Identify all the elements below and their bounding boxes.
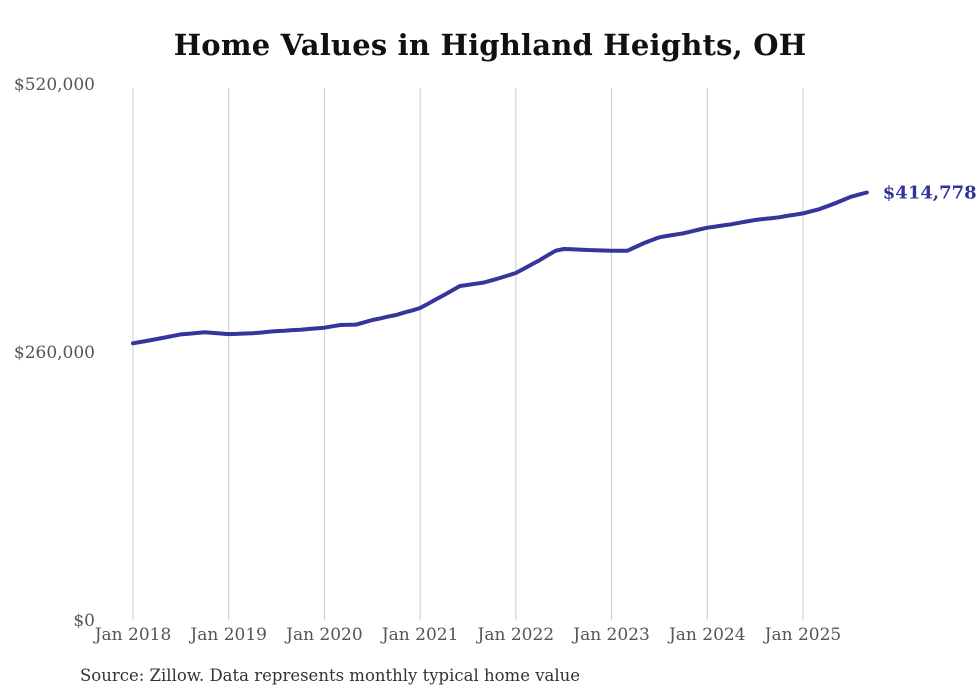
x-axis-tick-label: Jan 2022 [476, 625, 555, 645]
x-axis-tick-label: Jan 2024 [667, 625, 746, 645]
x-axis-tick-label: Jan 2019 [188, 625, 267, 645]
y-axis-tick-label: $0 [73, 611, 95, 631]
x-axis-tick-label: Jan 2023 [571, 625, 650, 645]
y-axis-tick-label: $520,000 [14, 75, 95, 95]
series-line [131, 190, 869, 346]
x-axis-tick-label: Jan 2021 [380, 625, 459, 645]
x-axis-tick-label: Jan 2018 [93, 625, 172, 645]
x-axis-tick-label: Jan 2020 [284, 625, 363, 645]
source-note: Source: Zillow. Data represents monthly … [80, 666, 581, 685]
chart-title: Home Values in Highland Heights, OH [173, 28, 807, 62]
x-axis-tick-label: Jan 2025 [763, 625, 842, 645]
end-value-label: $414,778 [883, 182, 977, 203]
y-axis-tick-label: $260,000 [14, 343, 95, 363]
